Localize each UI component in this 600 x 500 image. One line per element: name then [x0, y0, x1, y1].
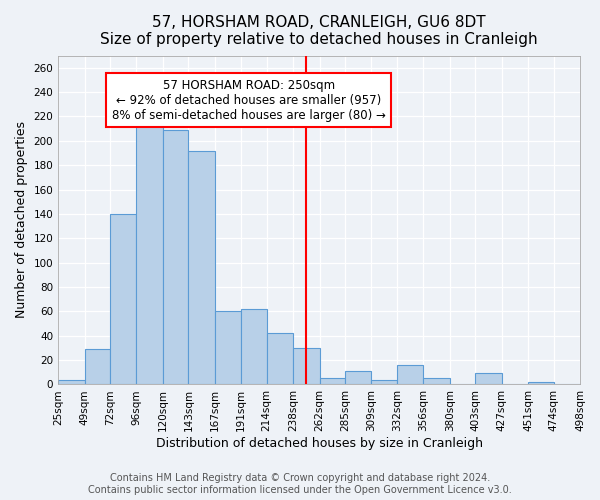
Bar — [475, 374, 502, 384]
Bar — [215, 312, 241, 384]
Bar — [528, 382, 554, 384]
Bar — [241, 309, 266, 384]
Bar — [371, 380, 397, 384]
Bar — [397, 365, 424, 384]
Bar — [163, 130, 188, 384]
Title: 57, HORSHAM ROAD, CRANLEIGH, GU6 8DT
Size of property relative to detached house: 57, HORSHAM ROAD, CRANLEIGH, GU6 8DT Siz… — [100, 15, 538, 48]
Bar — [188, 150, 215, 384]
Bar — [58, 380, 85, 384]
Bar — [110, 214, 136, 384]
Bar — [136, 124, 163, 384]
X-axis label: Distribution of detached houses by size in Cranleigh: Distribution of detached houses by size … — [155, 437, 482, 450]
Bar — [85, 349, 110, 384]
Bar — [320, 378, 345, 384]
Bar — [424, 378, 450, 384]
Bar — [345, 371, 371, 384]
Bar — [293, 348, 320, 385]
Y-axis label: Number of detached properties: Number of detached properties — [15, 122, 28, 318]
Text: 57 HORSHAM ROAD: 250sqm
← 92% of detached houses are smaller (957)
8% of semi-de: 57 HORSHAM ROAD: 250sqm ← 92% of detache… — [112, 78, 386, 122]
Text: Contains HM Land Registry data © Crown copyright and database right 2024.
Contai: Contains HM Land Registry data © Crown c… — [88, 474, 512, 495]
Bar — [266, 334, 293, 384]
